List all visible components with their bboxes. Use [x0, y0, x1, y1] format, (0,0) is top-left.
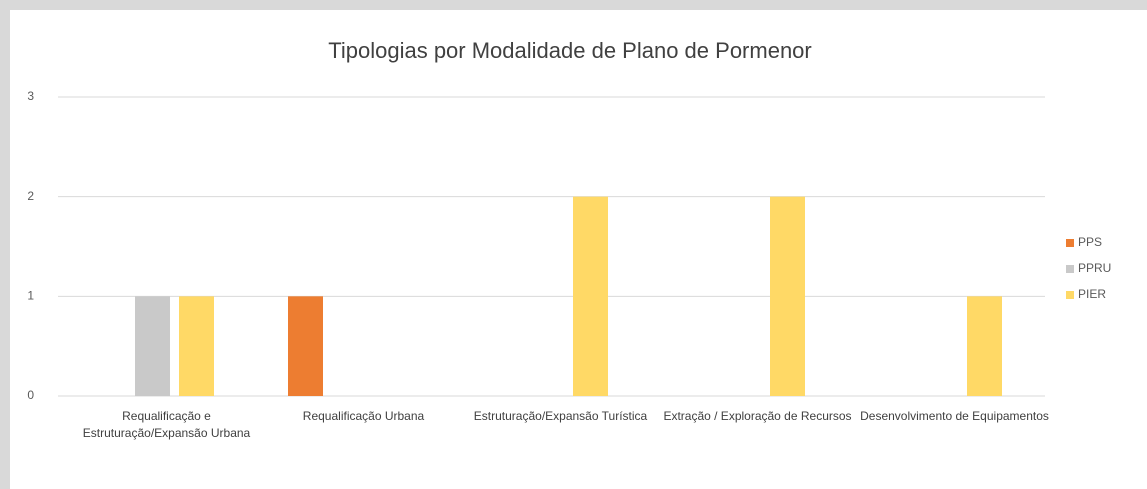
bar	[179, 296, 214, 396]
legend-label: PIER	[1078, 287, 1106, 301]
bar	[967, 296, 1002, 396]
x-tick-label: Requalificação e Estruturação/Expansão U…	[82, 409, 251, 440]
x-tick-label: Estruturação/Expansão Turística	[473, 409, 648, 423]
y-tick-label: 3	[27, 89, 34, 103]
legend-swatch	[1066, 265, 1074, 273]
x-tick-label: Desenvolvimento de Equipamentos	[860, 409, 1049, 423]
bar	[135, 296, 170, 396]
bar	[770, 196, 805, 396]
chart-title: Tipologias por Modalidade de Plano de Po…	[328, 38, 811, 63]
legend-label: PPS	[1078, 235, 1102, 249]
bar	[573, 196, 608, 396]
bar	[288, 296, 323, 396]
x-tick-label: Extração / Exploração de Recursos	[663, 409, 852, 423]
legend-swatch	[1066, 239, 1074, 247]
x-tick-label: Requalificação Urbana	[302, 409, 425, 423]
legend-label: PPRU	[1078, 261, 1111, 275]
y-tick-label: 1	[27, 289, 34, 303]
y-tick-label: 0	[27, 388, 34, 402]
y-tick-label: 2	[27, 189, 34, 203]
legend-swatch	[1066, 291, 1074, 299]
